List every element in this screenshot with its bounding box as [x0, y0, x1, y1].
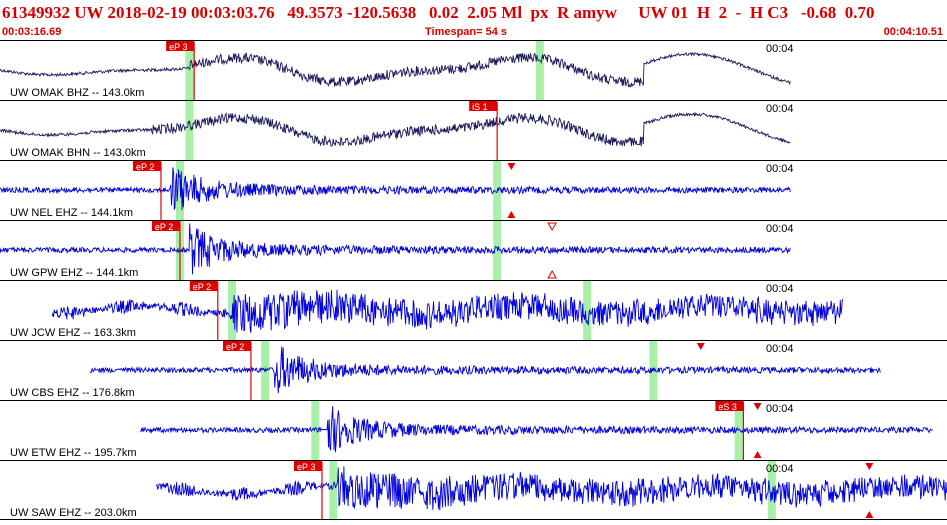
station-label-backing: [6, 386, 156, 398]
polarity-marker-icon: [547, 269, 557, 279]
phase-pick-tag[interactable]: [151, 221, 180, 231]
time-end-label: 00:04:10.51: [883, 26, 943, 38]
phase-window-highlight: [583, 281, 592, 340]
trace-panel[interactable]: eP 2 00:04 UW NEL EHZ -- 144.1km: [0, 160, 947, 221]
station-label: UW SAW EHZ -- 203.0km: [10, 507, 137, 519]
panel-time-label: 00:04: [766, 163, 794, 175]
phase-pick-tag[interactable]: [166, 41, 195, 51]
trace-panel[interactable]: eP 2 00:04 UW CBS EHZ -- 176.8km: [0, 340, 947, 401]
panel-time-label: 00:04: [766, 343, 794, 355]
station-label-backing: [6, 446, 156, 458]
seismogram-traces[interactable]: eP 3 00:04 UW OMAK BHZ -- 143.0km iS 1 00:04…: [0, 40, 947, 520]
polarity-marker-icon: [547, 222, 557, 232]
phase-window-highlight: [175, 161, 184, 220]
phase-window-highlight: [185, 101, 194, 160]
station-label-backing: [6, 326, 156, 338]
phase-pick-label: eP 2: [136, 162, 154, 172]
phase-window-highlight: [329, 461, 338, 520]
waveform-trace: [0, 223, 791, 275]
station-label: UW OMAK BHZ -- 143.0km: [10, 87, 144, 99]
station-label: UW ETW EHZ -- 195.7km: [10, 447, 137, 459]
waveform-trace: [0, 52, 791, 88]
phase-pick-label: iS 1: [472, 102, 488, 112]
polarity-marker-icon: [507, 163, 516, 170]
phase-pick-label: eP 3: [297, 462, 315, 472]
panel-time-label: 00:04: [766, 223, 794, 235]
timespan-label: Timespan= 54 s: [425, 26, 508, 38]
polarity-marker-icon: [753, 403, 762, 410]
polarity-marker-icon: [696, 343, 705, 350]
trace-panel[interactable]: eS 3 00:04 UW ETW EHZ -- 195.7km: [0, 400, 947, 461]
trace-panel[interactable]: eP 3 00:04 UW SAW EHZ -- 203.0km: [0, 460, 947, 521]
station-label-backing: [6, 506, 156, 518]
station-label-backing: [6, 266, 156, 278]
phase-window-highlight: [767, 461, 776, 520]
phase-window-highlight: [535, 41, 544, 100]
waveform-trace: [0, 111, 791, 147]
phase-pick-tag[interactable]: [189, 281, 218, 291]
polarity-marker-icon: [865, 463, 874, 470]
panel-time-label: 00:04: [766, 43, 794, 55]
phase-window-highlight: [649, 341, 658, 400]
station-label-backing: [6, 206, 156, 218]
polarity-marker-icon: [865, 511, 874, 518]
waveform-trace: [140, 406, 933, 453]
station-label: UW NEL EHZ -- 144.1km: [10, 207, 133, 219]
panel-time-label: 00:04: [766, 103, 794, 115]
event-header: 61349932 UW 2018-02-19 00:03:03.76 49.35…: [0, 0, 947, 40]
phase-window-highlight: [734, 401, 743, 460]
waveform-trace: [51, 289, 843, 333]
phase-pick-label: eP 2: [193, 282, 211, 292]
polarity-marker-icon: [753, 451, 762, 458]
station-label: UW JCW EHZ -- 163.3km: [10, 327, 136, 339]
phase-pick-label: eP 2: [155, 222, 173, 232]
phase-pick-tag[interactable]: [293, 461, 322, 471]
phase-window-highlight: [185, 41, 194, 100]
phase-pick-label: eP 3: [169, 42, 187, 52]
panel-time-label: 00:04: [766, 463, 794, 475]
event-summary-title: 61349932 UW 2018-02-19 00:03:03.76 49.35…: [2, 3, 875, 22]
waveform-trace: [89, 346, 881, 394]
panel-time-label: 00:04: [766, 403, 794, 415]
phase-pick-tag[interactable]: [132, 161, 161, 171]
station-label: UW GPW EHZ -- 144.1km: [10, 267, 138, 279]
station-label-backing: [6, 146, 156, 158]
seismogram-panel-stack: eP 3 00:04 UW OMAK BHZ -- 143.0km iS 1 00:04…: [0, 40, 947, 520]
trace-panel[interactable]: iS 1 00:04 UW OMAK BHN -- 143.0km: [0, 100, 947, 161]
polarity-marker-icon: [507, 211, 516, 218]
phase-pick-tag[interactable]: [715, 401, 744, 411]
waveform-trace: [0, 167, 791, 210]
station-label: UW OMAK BHN -- 143.0km: [10, 147, 146, 159]
trace-panel[interactable]: eP 2 00:04 UW JCW EHZ -- 163.3km: [0, 280, 947, 341]
trace-panel[interactable]: eP 3 00:04 UW OMAK BHZ -- 143.0km: [0, 40, 947, 101]
phase-pick-label: eP 2: [226, 342, 244, 352]
phase-window-highlight: [311, 401, 320, 460]
trace-panel[interactable]: eP 2 00:04 UW GPW EHZ -- 144.1km: [0, 220, 947, 281]
phase-pick-label: eS 3: [718, 402, 737, 412]
station-label-backing: [6, 86, 156, 98]
station-label: UW CBS EHZ -- 176.8km: [10, 387, 135, 399]
phase-pick-tag[interactable]: [222, 341, 251, 351]
phase-pick-tag[interactable]: [469, 101, 498, 111]
waveform-trace: [155, 466, 947, 511]
time-start-label: 00:03:16.69: [2, 26, 62, 38]
panel-time-label: 00:04: [766, 283, 794, 295]
